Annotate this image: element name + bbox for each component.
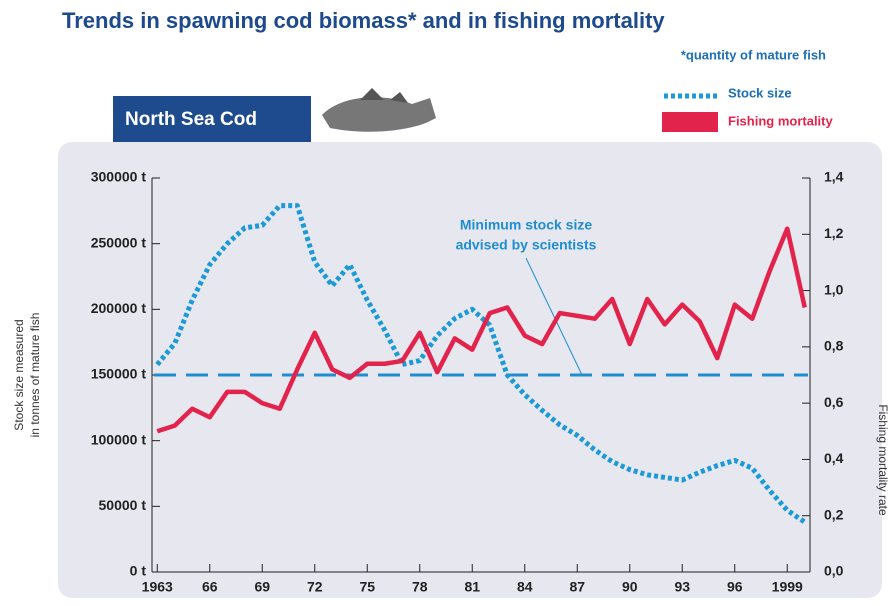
x-tick-label: 1999: [772, 579, 803, 595]
x-tick-label: 78: [412, 579, 428, 595]
legend-swatch: [662, 112, 718, 132]
x-tick-label: 90: [622, 579, 638, 595]
legend-label: Stock size: [728, 85, 792, 100]
y2-tick-label: 0,6: [824, 394, 844, 410]
panel: [58, 142, 882, 598]
series-line: [156, 226, 807, 434]
x-tick-label: 96: [727, 579, 743, 595]
y2-tick-label: 0,2: [824, 506, 844, 522]
series-line: [155, 203, 807, 525]
chart-title: Trends in spawning cod biomass* and in f…: [62, 8, 665, 33]
annotation-text: advised by scientists: [456, 237, 597, 253]
x-tick-label: 87: [569, 579, 585, 595]
panel-tab: [113, 96, 311, 142]
y-tick-label: 150000 t: [91, 366, 147, 382]
y2-tick-label: 0,0: [824, 563, 844, 579]
annotation-text: Minimum stock size: [460, 217, 592, 233]
y2-axis-label: Fishing mortality rate: [876, 404, 888, 516]
y-tick-label: 200000 t: [91, 300, 147, 316]
legend-label: Fishing mortality: [728, 113, 834, 128]
panel-label: North Sea Cod: [125, 109, 257, 130]
y-axis-label: in tonnes of mature fish: [28, 313, 42, 438]
annotation-leader: [525, 257, 583, 376]
fish-icon: [322, 88, 436, 132]
y2-tick-label: 1,4: [824, 169, 844, 185]
y2-tick-label: 1,2: [824, 225, 844, 241]
y-tick-label: 300000 t: [91, 169, 147, 185]
y-axis-label: Stock size measured: [12, 319, 26, 430]
y2-tick-label: 0,8: [824, 338, 844, 354]
y-tick-label: 250000 t: [91, 234, 147, 250]
y-tick-label: 50000 t: [99, 497, 147, 513]
y2-tick-label: 0,4: [824, 450, 844, 466]
y-tick-label: 0 t: [130, 563, 147, 579]
x-tick-label: 84: [517, 579, 533, 595]
x-tick-label: 1963: [142, 579, 173, 595]
x-tick-label: 75: [359, 579, 375, 595]
x-tick-label: 81: [464, 579, 480, 595]
x-tick-label: 66: [202, 579, 218, 595]
x-tick-label: 72: [307, 579, 323, 595]
x-tick-label: 93: [674, 579, 690, 595]
x-tick-label: 69: [254, 579, 270, 595]
footnote: *quantity of mature fish: [681, 47, 826, 62]
y-tick-label: 100000 t: [91, 431, 147, 447]
y2-tick-label: 1,0: [824, 281, 844, 297]
